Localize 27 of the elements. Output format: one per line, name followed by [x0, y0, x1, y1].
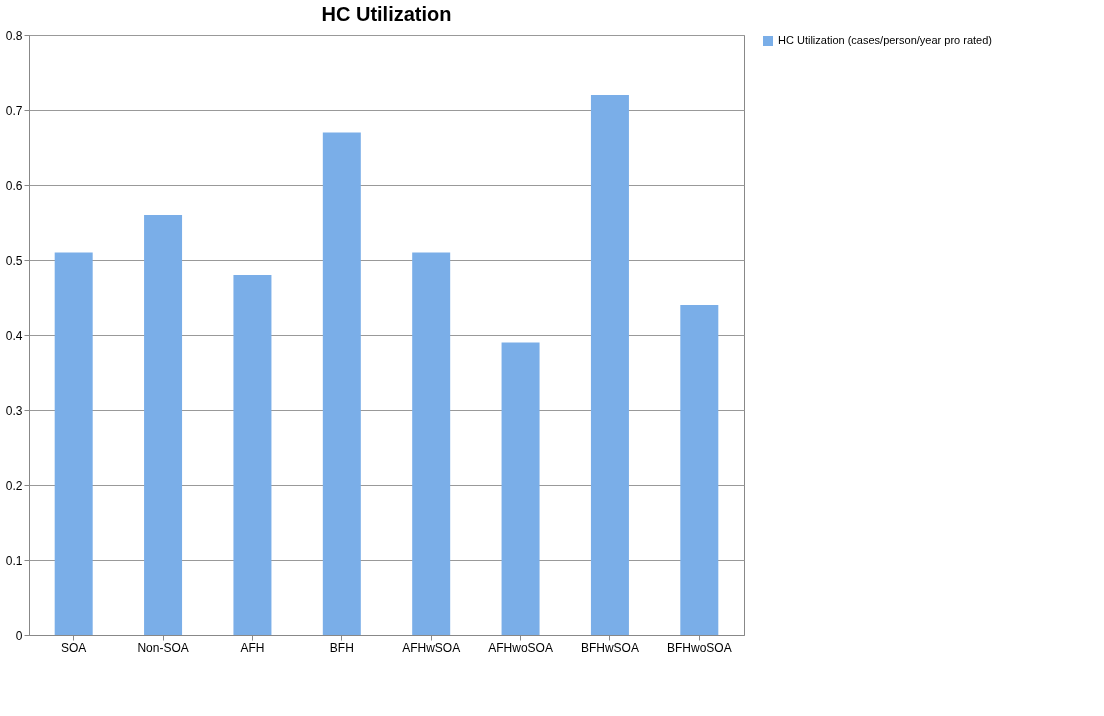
bar — [412, 252, 451, 635]
x-tick-label: BFHwoSOA — [666, 640, 732, 655]
legend-label: HC Utilization (cases/person/year pro rated) — [778, 34, 992, 46]
x-tick-label: AFH — [240, 640, 265, 655]
y-tick-label: 0.3 — [5, 403, 23, 418]
bar — [322, 132, 361, 635]
y-tick-label: 0.2 — [5, 478, 23, 493]
bar — [501, 342, 540, 635]
y-tick-label: 0.5 — [5, 253, 23, 268]
bar — [144, 215, 183, 635]
x-tick-label: BFHwSOA — [580, 640, 639, 655]
x-tick-label: SOA — [61, 640, 87, 655]
y-tick-label: 0.4 — [5, 328, 23, 343]
bar — [54, 252, 93, 635]
chart-title: HC Utilization — [321, 3, 452, 25]
x-tick-label: AFHwoSOA — [488, 640, 553, 655]
x-tick-label: Non-SOA — [137, 640, 189, 655]
x-tick-label: AFHwSOA — [402, 640, 461, 655]
y-tick-label: 0.8 — [5, 28, 23, 43]
bar — [233, 275, 272, 635]
y-tick-label: 0 — [15, 628, 23, 643]
bar — [590, 95, 629, 635]
y-tick-label: 0.1 — [5, 553, 23, 568]
bar — [680, 305, 719, 635]
y-tick-label: 0.7 — [5, 103, 23, 118]
x-tick-label: BFH — [329, 640, 354, 655]
y-tick-label: 0.6 — [5, 178, 23, 193]
